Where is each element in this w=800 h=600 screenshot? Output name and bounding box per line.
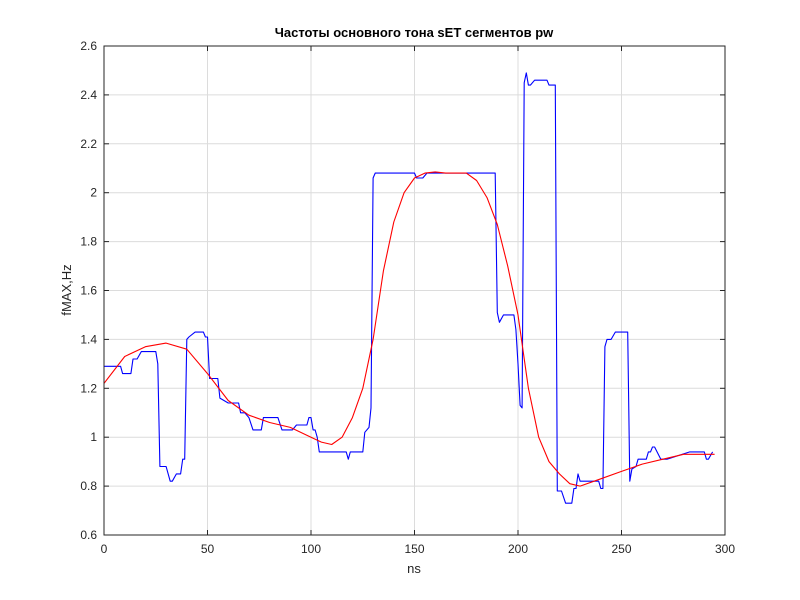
y-tick-label: 2 [90, 186, 97, 200]
series-line-0 [104, 72, 714, 504]
ticks: 0 50 100 150 200 250 300 0.6 0.8 1 1.2 1.4 1.6 1.8 2 2.… [80, 39, 735, 556]
x-tick-label: 50 [201, 542, 215, 556]
y-tick-label: 2.2 [80, 137, 97, 151]
y-tick-label: 2.6 [80, 39, 97, 53]
y-axis-label: fMAX,Hz [59, 264, 74, 315]
x-tick-label: 0 [101, 542, 108, 556]
x-tick-label: 100 [301, 542, 321, 556]
y-tick-label: 1.6 [80, 284, 97, 298]
y-tick-label: 0.6 [80, 528, 97, 542]
y-tick-label: 2.4 [80, 88, 97, 102]
x-tick-label: 150 [404, 542, 424, 556]
series-layer [103, 72, 715, 504]
y-tick-label: 1.2 [80, 381, 97, 395]
chart-title: Частоты основного тона sET сегментов pw [275, 25, 554, 40]
series-line-1 [103, 171, 715, 487]
y-tick-label: 1.8 [80, 235, 97, 249]
x-tick-label: 250 [611, 542, 631, 556]
y-tick-label: 1.4 [80, 332, 97, 346]
y-tick-label: 0.8 [80, 479, 97, 493]
y-tick-label: 1 [90, 430, 97, 444]
x-axis-label: ns [407, 561, 421, 576]
x-tick-label: 200 [508, 542, 528, 556]
x-tick-label: 300 [715, 542, 735, 556]
